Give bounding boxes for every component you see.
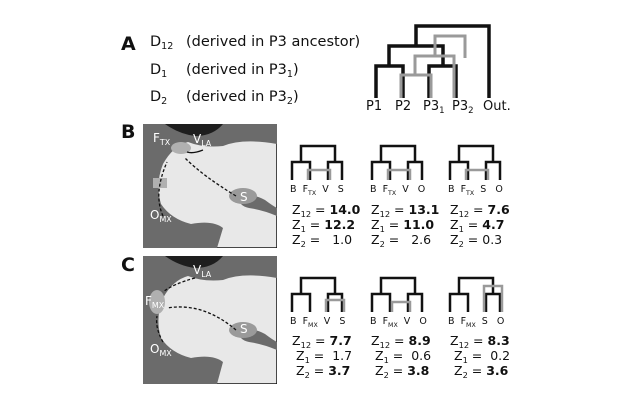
tip-label-p3-2: P32 [452, 99, 474, 116]
map-dark-land [165, 124, 223, 136]
definition-d2: D2 (derived in P32) [150, 89, 299, 107]
panel-a-letter: A [121, 33, 136, 55]
gene-tree [399, 34, 467, 98]
tip-label-p2: P2 [395, 99, 412, 114]
map-c [143, 256, 277, 384]
map-highlight-f [171, 142, 191, 154]
tip-label-outgroup: Out. [483, 99, 511, 114]
stats-b2: Z12 = 13.1 Z1 = 11.0 Z2 = 2.6 [371, 202, 440, 249]
stats-c1: Z12 = 7.7 Z1 = 1.7 Z2 = 3.7 [292, 333, 353, 380]
stats-b3: Z12 = 7.6 Z1 = 4.7 Z2 = 0.3 [450, 202, 510, 249]
definition-d1: D1 (derived in P31) [150, 62, 299, 80]
map-b [143, 124, 277, 248]
map-land [143, 124, 277, 248]
tree-b3-tips: B FTX S O [448, 184, 503, 197]
map-label-s: S [240, 322, 248, 336]
map-highlight-s [229, 322, 257, 338]
tree-c2 [370, 276, 424, 312]
arrow-v-to-f [186, 149, 204, 154]
species-tree [374, 24, 491, 98]
map-highlight-o [153, 178, 167, 188]
tree-b3 [448, 144, 502, 180]
arrow-s-to-f [166, 306, 237, 331]
map-label-v: VLA [193, 263, 212, 279]
map-label-v: VLA [193, 132, 212, 148]
panel-c-letter: C [121, 254, 135, 276]
map-highlight-s [229, 188, 257, 204]
map-land [143, 256, 277, 384]
arrow-o-to-f [155, 315, 164, 343]
map-label-o: OMX [150, 342, 172, 358]
map-highlight-f [149, 290, 165, 314]
tree-c1 [290, 276, 346, 312]
tip-label-p1: P1 [366, 99, 383, 114]
tree-b1-tips: B FTX V S [290, 184, 344, 197]
map-dark-land [165, 256, 223, 268]
tree-c1-tips: B FMX V S [290, 316, 346, 329]
tip-label-p3-1: P31 [423, 99, 445, 116]
stats-b1: Z12 = 14.0 Z1 = 12.2 Z2 = 1.0 [292, 202, 361, 249]
stats-c2: Z12 = 8.9 Z1 = 0.6 Z2 = 3.8 [371, 333, 432, 380]
definition-d12: D12 (derived in P3 ancestor) [150, 34, 361, 52]
panel-b-letter: B [121, 121, 136, 143]
arrow-s-to-f [184, 157, 237, 197]
map-label-f: FTX [153, 131, 171, 147]
tree-b1 [290, 144, 344, 180]
stats-c3: Z12 = 8.3 Z1 = 0.2 Z2 = 3.6 [450, 333, 511, 380]
arrow-o-to-f [158, 161, 168, 217]
tree-c3-tips: B FMX S O [448, 316, 505, 329]
tree-b2-tips: B FTX V O [370, 184, 426, 197]
map-label-s: S [240, 190, 248, 204]
tree-c3 [448, 276, 504, 312]
map-label-f: FMX [145, 294, 165, 310]
species-tree-diagram [374, 24, 491, 98]
tree-b2 [370, 144, 424, 180]
tree-c2-tips: B FMX V O [370, 316, 427, 329]
map-label-o: OMX [150, 208, 172, 224]
arrow-v-to-f [162, 277, 196, 293]
